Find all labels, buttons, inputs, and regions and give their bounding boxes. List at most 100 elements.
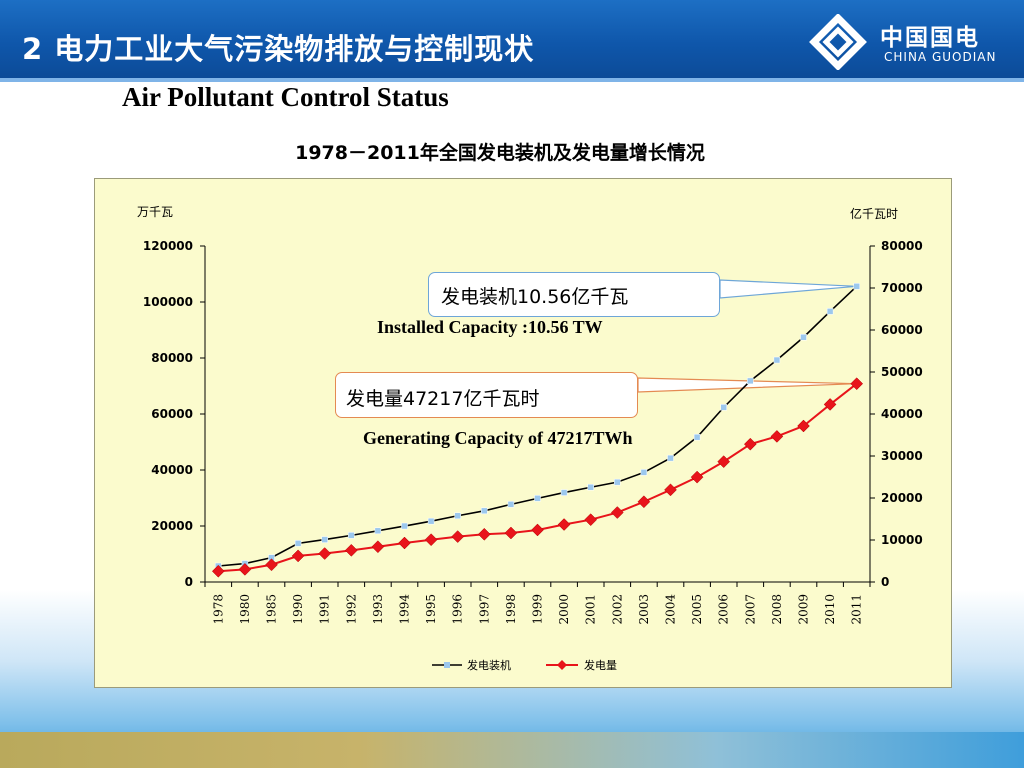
y-left-tick-label: 60000 — [151, 407, 193, 421]
generation-point — [291, 549, 305, 563]
decorative-bottom-strip — [0, 732, 1024, 768]
y-left-tick-label: 0 — [185, 575, 193, 589]
china-guodian-logo-icon — [809, 14, 867, 70]
y-right-tick-label: 40000 — [881, 407, 923, 421]
x-tick-label: 2004 — [664, 594, 678, 625]
legend-generation-label: 发电量 — [584, 658, 617, 672]
generation-english-label: Generating Capacity of 47217TWh — [363, 428, 633, 448]
y-right-tick-label: 30000 — [881, 449, 923, 463]
section-subtitle: Air Pollutant Control Status — [122, 82, 449, 112]
x-tick-label: 2011 — [850, 594, 864, 625]
capacity-point — [614, 478, 621, 486]
x-tick-label: 2006 — [717, 594, 731, 625]
generation-point — [717, 455, 731, 468]
slide-title: 2 电力工业大气污染物排放与控制现状 — [22, 32, 535, 66]
capacity-point — [454, 512, 461, 520]
generation-point — [690, 470, 704, 484]
capacity-point — [348, 532, 355, 539]
capacity-point — [481, 507, 488, 515]
capacity-point — [773, 356, 781, 364]
generation-point — [557, 518, 571, 531]
x-tick-label: 2001 — [584, 594, 598, 625]
chart-title: 1978－2011年全国发电装机及发电量增长情况 — [295, 142, 705, 164]
x-tick-label: 1978 — [211, 594, 225, 625]
generation-point — [477, 527, 491, 541]
y-right-tick-label: 50000 — [881, 365, 923, 379]
y-right-tick-label: 60000 — [881, 323, 923, 337]
capacity-point — [853, 283, 860, 290]
capacity-point — [587, 483, 594, 491]
generation-point — [265, 558, 278, 572]
generation-point — [850, 377, 864, 391]
y-left-tick-label: 20000 — [151, 519, 193, 533]
legend-capacity-swatch-marker — [444, 662, 450, 668]
y-right-tick-label: 80000 — [881, 239, 923, 253]
y-left-unit-label: 万千瓦 — [137, 205, 173, 219]
x-tick-label: 2005 — [690, 594, 704, 625]
x-tick-label: 1985 — [265, 594, 279, 625]
capacity-point — [427, 517, 435, 525]
x-tick-label: 1998 — [504, 594, 518, 625]
generation-point — [531, 523, 544, 537]
generation-point — [344, 543, 358, 557]
x-tick-label: 1997 — [477, 594, 491, 625]
x-tick-label: 1995 — [424, 594, 438, 625]
capacity-point — [401, 522, 408, 530]
capacity-english-label: Installed Capacity :10.56 TW — [377, 317, 603, 337]
x-tick-label: 1996 — [451, 594, 465, 625]
capacity-point — [640, 469, 648, 476]
generation-point — [371, 540, 385, 554]
capacity-point — [826, 308, 834, 315]
capacity-point — [747, 377, 754, 385]
y-left-tick-label: 80000 — [151, 351, 193, 365]
y-right-tick-label: 10000 — [881, 533, 923, 547]
generation-point — [238, 563, 252, 576]
y-right-tick-label: 20000 — [881, 491, 923, 505]
x-tick-label: 2008 — [770, 594, 784, 625]
y-left-tick-label: 120000 — [143, 239, 193, 253]
capacity-point — [294, 540, 302, 547]
y-right-tick-label: 0 — [881, 575, 889, 589]
x-tick-label: 2010 — [823, 594, 837, 625]
header-divider — [0, 78, 1024, 82]
capacity-point — [534, 495, 541, 502]
x-tick-label: 2003 — [637, 594, 651, 625]
generation-callout-text: 发电量47217亿千瓦时 — [346, 388, 540, 410]
generation-point — [637, 495, 651, 509]
generation-point — [424, 533, 438, 547]
capacity-callout-text: 发电装机10.56亿千瓦 — [441, 286, 629, 308]
header-bar — [0, 0, 1024, 78]
y-right-unit-label: 亿千瓦时 — [850, 206, 898, 221]
y-left-tick-label: 40000 — [151, 463, 193, 477]
x-tick-label: 1990 — [291, 594, 305, 625]
capacity-callout-pointer — [719, 279, 857, 299]
capacity-point — [507, 501, 515, 508]
generation-point — [451, 530, 465, 543]
chart-panel — [94, 178, 952, 688]
x-tick-label: 2000 — [557, 594, 571, 625]
capacity-point — [667, 454, 674, 462]
y-right-tick-label: 70000 — [881, 281, 923, 295]
generation-point — [318, 547, 332, 560]
x-tick-label: 1993 — [371, 594, 385, 625]
logo-chinese-name: 中国国电 — [880, 25, 980, 51]
generation-point — [610, 506, 624, 519]
generation-point — [504, 526, 518, 540]
generation-point — [743, 437, 757, 451]
x-tick-label: 2007 — [743, 594, 757, 625]
legend-capacity-label: 发电装机 — [467, 658, 511, 672]
x-tick-label: 1999 — [531, 594, 545, 625]
generation-point — [584, 513, 598, 527]
generation-point — [823, 398, 837, 411]
capacity-point — [720, 404, 727, 411]
legend-generation-swatch-marker — [557, 660, 567, 670]
generation-point — [398, 536, 411, 550]
capacity-point — [321, 536, 328, 543]
capacity-point — [560, 489, 568, 496]
generation-point — [797, 419, 810, 433]
generation-point — [770, 430, 784, 443]
x-tick-label: 1991 — [318, 594, 332, 625]
logo-english-name: CHINA GUODIAN — [884, 50, 997, 64]
capacity-point — [693, 433, 701, 441]
